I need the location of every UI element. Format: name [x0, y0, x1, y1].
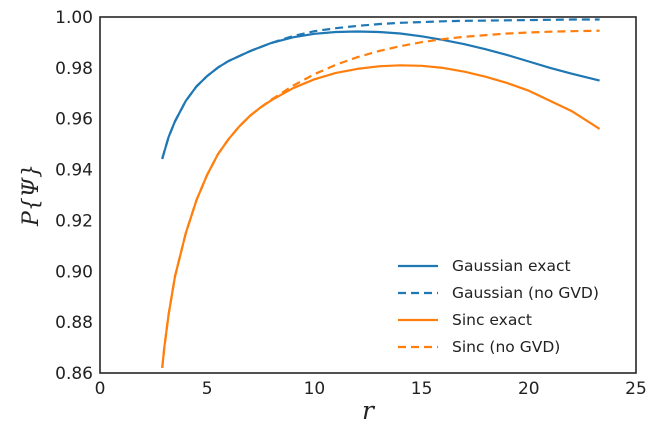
- plot-border: [99, 16, 637, 374]
- y-tick-label: 0.94: [55, 161, 93, 181]
- y-tick-label: 1.00: [55, 8, 93, 28]
- legend-label-gaussian-exact: Gaussian exact: [452, 257, 571, 275]
- x-tick-label: 25: [625, 379, 647, 399]
- y-tick-labels: 0.86 0.88 0.90 0.92 0.94 0.96 0.98 1.00: [55, 8, 93, 384]
- legend-label-sinc-exact: Sinc exact: [452, 311, 532, 329]
- y-tick-label: 0.92: [55, 211, 93, 231]
- x-tick-label: 10: [304, 379, 326, 399]
- x-tick-label: 15: [411, 379, 433, 399]
- x-axis-label: r: [362, 396, 376, 424]
- series-layer: [161, 18, 601, 369]
- y-tick-label: 0.96: [55, 110, 93, 130]
- y-axis-label: P{Ψ}: [19, 164, 44, 227]
- x-tick-label: 20: [518, 379, 540, 399]
- y-tick-label: 0.98: [55, 59, 93, 79]
- y-tick-label: 0.88: [55, 313, 93, 333]
- series-line-sinc-no-gvd: [161, 29, 600, 369]
- legend: Gaussian exact Gaussian (no GVD) Sinc exac…: [398, 257, 599, 356]
- y-tick-label: 0.86: [55, 364, 93, 384]
- legend-label-gaussian-no-gvd: Gaussian (no GVD): [452, 284, 599, 302]
- plot-frame: [99, 16, 637, 374]
- series-line-gaussian-no-gvd: [161, 18, 600, 160]
- x-tick-label: 5: [202, 379, 213, 399]
- x-tick-labels: 0 5 10 15 20 25: [95, 379, 647, 399]
- series-line-sinc-exact: [161, 64, 601, 369]
- y-tick-label: 0.90: [55, 262, 93, 282]
- x-tick-label: 0: [95, 379, 106, 399]
- legend-label-sinc-no-gvd: Sinc (no GVD): [452, 338, 560, 356]
